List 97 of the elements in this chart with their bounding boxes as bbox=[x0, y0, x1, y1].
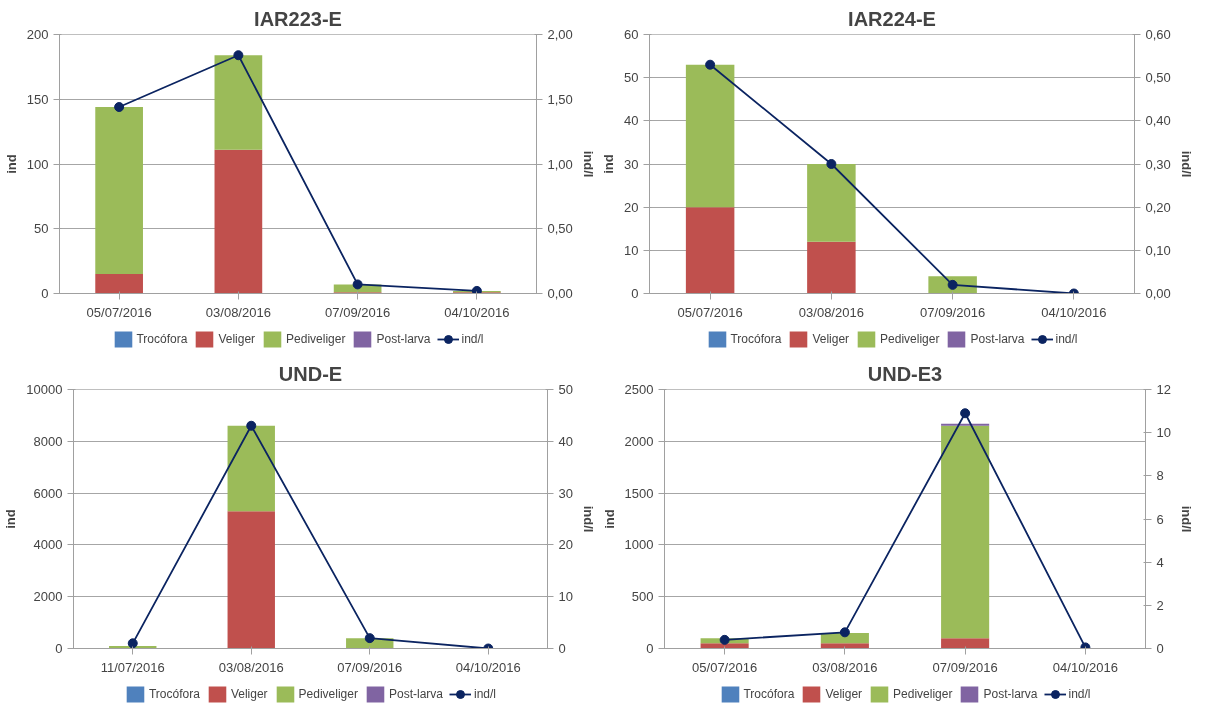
y-tick-label: 10000 bbox=[26, 382, 63, 397]
legend-label: Post-larva bbox=[376, 331, 431, 346]
y2-axis-title: ind/l bbox=[1178, 505, 1194, 533]
y-axis-title: ind bbox=[601, 154, 617, 174]
y-tick-label: 100 bbox=[26, 156, 49, 172]
y2-axis-title: ind/l bbox=[580, 150, 596, 178]
x-tick-label: 07/09/2016 bbox=[932, 659, 998, 675]
y2-tick-label: 0,40 bbox=[1145, 113, 1171, 129]
y-tick-label: 500 bbox=[631, 589, 654, 605]
legend-label: ind/l bbox=[461, 331, 484, 346]
y2-tick-label: 20 bbox=[558, 537, 573, 553]
y2-tick-label: 0 bbox=[558, 641, 566, 656]
x-tick-label: 03/08/2016 bbox=[798, 304, 864, 320]
y2-axis-title: ind/l bbox=[580, 505, 596, 533]
legend-label: Veliger bbox=[230, 686, 268, 701]
legend-label: Trocófora bbox=[136, 331, 188, 346]
legend-label: Pediveliger bbox=[286, 331, 346, 346]
x-tick-label: 07/09/2016 bbox=[920, 304, 986, 320]
legend-label: Post-larva bbox=[388, 686, 443, 701]
legend-label: Pediveliger bbox=[298, 686, 358, 701]
legend-label: Trocófora bbox=[743, 686, 795, 701]
y-tick-label: 200 bbox=[26, 27, 49, 42]
x-tick-label: 03/08/2016 bbox=[812, 659, 878, 675]
y-axis-title: ind bbox=[3, 509, 19, 529]
y-tick-label: 6000 bbox=[33, 485, 63, 501]
y2-tick-label: 0,50 bbox=[1145, 70, 1171, 86]
y2-tick-label: 0,10 bbox=[1145, 242, 1171, 258]
y-tick-label: 2500 bbox=[624, 382, 654, 397]
y2-tick-label: 0,00 bbox=[547, 286, 573, 301]
y2-tick-label: 50 bbox=[558, 382, 573, 397]
y2-tick-label: 0,50 bbox=[547, 221, 573, 237]
y2-tick-label: 2,00 bbox=[547, 27, 573, 42]
y-axis-title: ind bbox=[3, 154, 19, 174]
legend-label: ind/l bbox=[1068, 686, 1091, 701]
legend-label: Post-larva bbox=[983, 686, 1038, 701]
y-tick-label: 0 bbox=[631, 286, 639, 301]
y2-tick-label: 30 bbox=[558, 485, 573, 501]
y-tick-label: 50 bbox=[34, 221, 49, 237]
y2-tick-label: 0,30 bbox=[1145, 156, 1171, 172]
x-tick-label: 07/09/2016 bbox=[337, 659, 403, 675]
y-tick-label: 0 bbox=[41, 286, 49, 301]
y-tick-label: 0 bbox=[55, 641, 63, 656]
chart-title: IAR224-E bbox=[848, 7, 936, 30]
y2-tick-label: 1,50 bbox=[547, 91, 573, 107]
y-tick-label: 20 bbox=[624, 199, 639, 215]
y-tick-label: 2000 bbox=[624, 433, 654, 449]
x-tick-label: 04/10/2016 bbox=[455, 659, 521, 675]
y2-tick-label: 10 bbox=[1156, 425, 1171, 441]
legend-label: ind/l bbox=[1055, 331, 1078, 346]
y-tick-label: 30 bbox=[624, 156, 639, 172]
x-tick-label: 03/08/2016 bbox=[218, 659, 284, 675]
y2-tick-label: 4 bbox=[1156, 554, 1164, 570]
y2-tick-label: 12 bbox=[1156, 382, 1171, 397]
y-tick-label: 8000 bbox=[33, 433, 63, 449]
x-tick-label: 04/10/2016 bbox=[1041, 304, 1107, 320]
legend-label: Veliger bbox=[825, 686, 863, 701]
x-tick-label: 05/07/2016 bbox=[692, 659, 758, 675]
x-tick-label: 07/09/2016 bbox=[325, 304, 391, 320]
x-tick-label: 11/07/2016 bbox=[100, 659, 165, 675]
y-tick-label: 10 bbox=[624, 242, 639, 258]
x-tick-label: 04/10/2016 bbox=[444, 304, 510, 320]
y-tick-label: 150 bbox=[26, 91, 49, 107]
y-tick-label: 60 bbox=[624, 27, 639, 42]
y2-tick-label: 1,00 bbox=[547, 156, 573, 172]
y-tick-label: 1000 bbox=[624, 537, 654, 553]
chart-title: UND-E bbox=[278, 362, 343, 385]
legend-label: Trocófora bbox=[148, 686, 200, 701]
x-tick-label: 04/10/2016 bbox=[1052, 659, 1118, 675]
legend-label: Trocófora bbox=[730, 331, 782, 346]
x-tick-label: 03/08/2016 bbox=[205, 304, 271, 320]
legend-label: Veliger bbox=[812, 331, 850, 346]
y2-tick-label: 6 bbox=[1156, 511, 1164, 527]
y-tick-label: 1500 bbox=[624, 485, 654, 501]
chart-title: UND-E3 bbox=[867, 362, 943, 385]
y-tick-label: 4000 bbox=[33, 537, 63, 553]
x-tick-label: 05/07/2016 bbox=[677, 304, 743, 320]
legend-label: Pediveliger bbox=[880, 331, 940, 346]
y2-tick-label: 8 bbox=[1156, 468, 1164, 484]
y2-tick-label: 40 bbox=[558, 433, 573, 449]
y2-tick-label: 0,60 bbox=[1145, 27, 1171, 42]
x-tick-label: 05/07/2016 bbox=[86, 304, 152, 320]
y-tick-label: 2000 bbox=[33, 589, 63, 605]
y-axis-title: ind bbox=[601, 509, 617, 529]
y2-tick-label: 0,20 bbox=[1145, 199, 1171, 215]
legend-label: Veliger bbox=[218, 331, 256, 346]
y-tick-label: 50 bbox=[624, 70, 639, 86]
legend-label: Pediveliger bbox=[893, 686, 953, 701]
y2-tick-label: 0,00 bbox=[1145, 286, 1171, 301]
chart-title: IAR223-E bbox=[254, 7, 342, 30]
y2-axis-title: ind/l bbox=[1178, 150, 1194, 178]
y2-tick-label: 0 bbox=[1156, 641, 1164, 656]
y-tick-label: 40 bbox=[624, 113, 639, 129]
legend-label: Post-larva bbox=[970, 331, 1025, 346]
y-tick-label: 0 bbox=[646, 641, 654, 656]
legend-label: ind/l bbox=[474, 686, 497, 701]
y2-tick-label: 2 bbox=[1156, 597, 1164, 613]
y2-tick-label: 10 bbox=[558, 589, 573, 605]
